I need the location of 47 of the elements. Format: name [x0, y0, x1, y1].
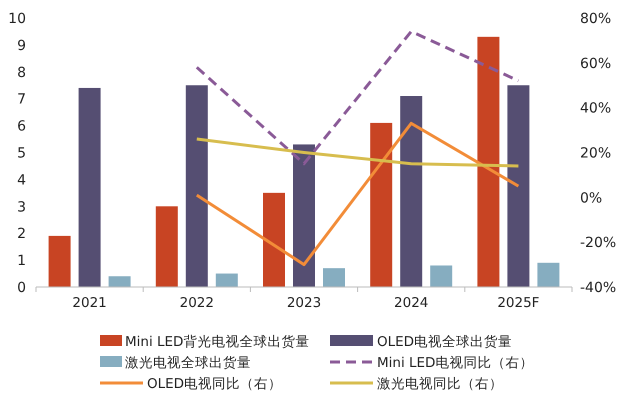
y-tick-label: 4 [17, 172, 26, 188]
bar [430, 265, 452, 287]
y-tick-label: 0 [17, 280, 26, 296]
x-tick-label: 2025F [497, 295, 540, 311]
bar [48, 236, 71, 287]
y-tick-label: 9 [17, 38, 26, 54]
y-tick-label: 7 [17, 92, 26, 108]
bar [78, 88, 101, 287]
y-tick-label: 1 [17, 253, 26, 270]
y-tick-label: 2 [17, 226, 26, 242]
line-series [195, 30, 520, 166]
y-tick-label: 6 [17, 118, 26, 135]
y-tick-label: 3 [17, 199, 26, 216]
y-tick-label: 5 [17, 146, 26, 162]
bar [400, 96, 422, 287]
bar [108, 276, 131, 287]
legend-label: OLED电视全球出货量 [377, 334, 512, 350]
bar [293, 144, 315, 287]
x-tick-label: 2021 [72, 295, 107, 311]
x-tick-label: 2024 [394, 295, 428, 311]
legend-label: 激光电视全球出货量 [125, 355, 251, 371]
bar [537, 262, 560, 287]
line-series [195, 138, 520, 168]
bar [507, 85, 530, 287]
bar [477, 36, 500, 287]
line-series [195, 122, 520, 266]
legend-label: 激光电视同比（右） [377, 376, 503, 392]
legend-label: Mini LED电视同比（右） [377, 355, 534, 371]
bar [263, 192, 285, 287]
y2-tick-label: 0% [580, 190, 602, 206]
y2-tick-label: 60% [580, 56, 612, 72]
legend-label: Mini LED背光电视全球出货量 [125, 334, 310, 350]
y-tick-label: 8 [17, 64, 26, 81]
bar [216, 274, 238, 287]
y2-tick-label: 20% [580, 146, 612, 162]
y2-tick-label: -20% [580, 235, 616, 252]
x-tick-label: 2023 [286, 295, 322, 311]
y2-tick-label: 80% [580, 11, 612, 27]
y2-tick-label: -40% [580, 280, 616, 296]
bar [323, 268, 345, 287]
y2-tick-label: 40% [580, 100, 612, 117]
bar [186, 85, 208, 287]
x-tick-label: 2022 [180, 295, 214, 311]
bar [370, 122, 392, 287]
y-tick-label: 10 [8, 11, 26, 27]
legend-label: OLED电视同比（右） [147, 376, 282, 392]
bar [156, 206, 178, 287]
